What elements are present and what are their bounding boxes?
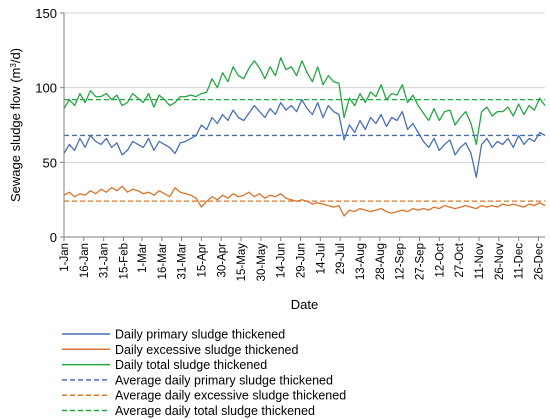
x-tick-label: 14-Jun [276,243,288,278]
x-tick-label: 12-Oct [434,242,446,277]
x-tick-label: 26-Nov [494,243,506,280]
x-tick-label: 27-Oct [454,242,466,277]
x-tick-label: 15-Feb [118,243,130,279]
x-tick-label: 1-Jan [59,243,71,272]
x-tick-label: 31-Mar [177,243,189,280]
x-tick-label: 14-Jul [315,243,327,274]
y-axis-label: Sewage sludge flow (m3/d) [8,48,23,202]
x-tick-label: 30-Apr [216,243,228,278]
x-tick-label: 13-Aug [355,243,367,280]
series-lines [63,57,546,217]
x-tick-label: 31-Jan [99,243,111,278]
y-axis-label-tail: /d) [8,48,23,63]
x-tick-label: 11-Dec [514,243,526,279]
x-tick-label: 28-Aug [375,243,387,280]
axes [63,13,545,238]
y-tick-label: 150 [35,6,57,21]
legend-label: Daily primary sludge thickened [115,328,285,342]
x-tick-label: 16-Mar [157,243,169,280]
legend-label: Daily total sludge thickened [115,358,267,372]
x-tick-label: 29-Jul [335,243,347,274]
y-axis-ticks: 0 50 100 150 [35,6,64,245]
legend-label: Daily excessive sludge thickened [115,343,298,357]
series-line-1 [63,185,546,217]
series-line-0 [63,98,546,178]
y-axis-label-main: Sewage sludge flow (m [8,68,23,202]
y-tick-label: 100 [35,81,57,96]
series-line-2 [63,57,546,146]
x-tick-label: 27-Sep [414,243,426,280]
x-tick-label: 26-Dec [533,243,545,280]
y-tick-label: 0 [50,230,57,245]
x-tick-label: 12-Sep [395,243,407,280]
x-tick-label: 1-Mar [137,243,149,273]
x-tick-label: 29-Jun [296,243,308,278]
y-axis-label-sup: 3 [9,63,18,68]
x-tick-label: 15-Apr [196,243,208,278]
x-axis-ticks: 1-Jan 16-Jan 31-Jan 15-Feb 1-Mar 16-Mar 31-Mar… [59,237,545,281]
gridlines [64,12,545,163]
y-tick-label: 50 [43,155,57,170]
x-tick-label: 15-May [236,243,248,282]
legend-label: Average daily total sludge thickened [115,404,315,418]
x-tick-label: 30-May [256,243,268,282]
x-tick-label: 11-Nov [474,243,486,279]
x-axis-label: Date [291,297,318,312]
legend-label: Average daily excessive sludge thickened [115,389,346,403]
legend-label: Average daily primary sludge thickened [115,373,333,387]
x-tick-label: 16-Jan [79,243,91,278]
